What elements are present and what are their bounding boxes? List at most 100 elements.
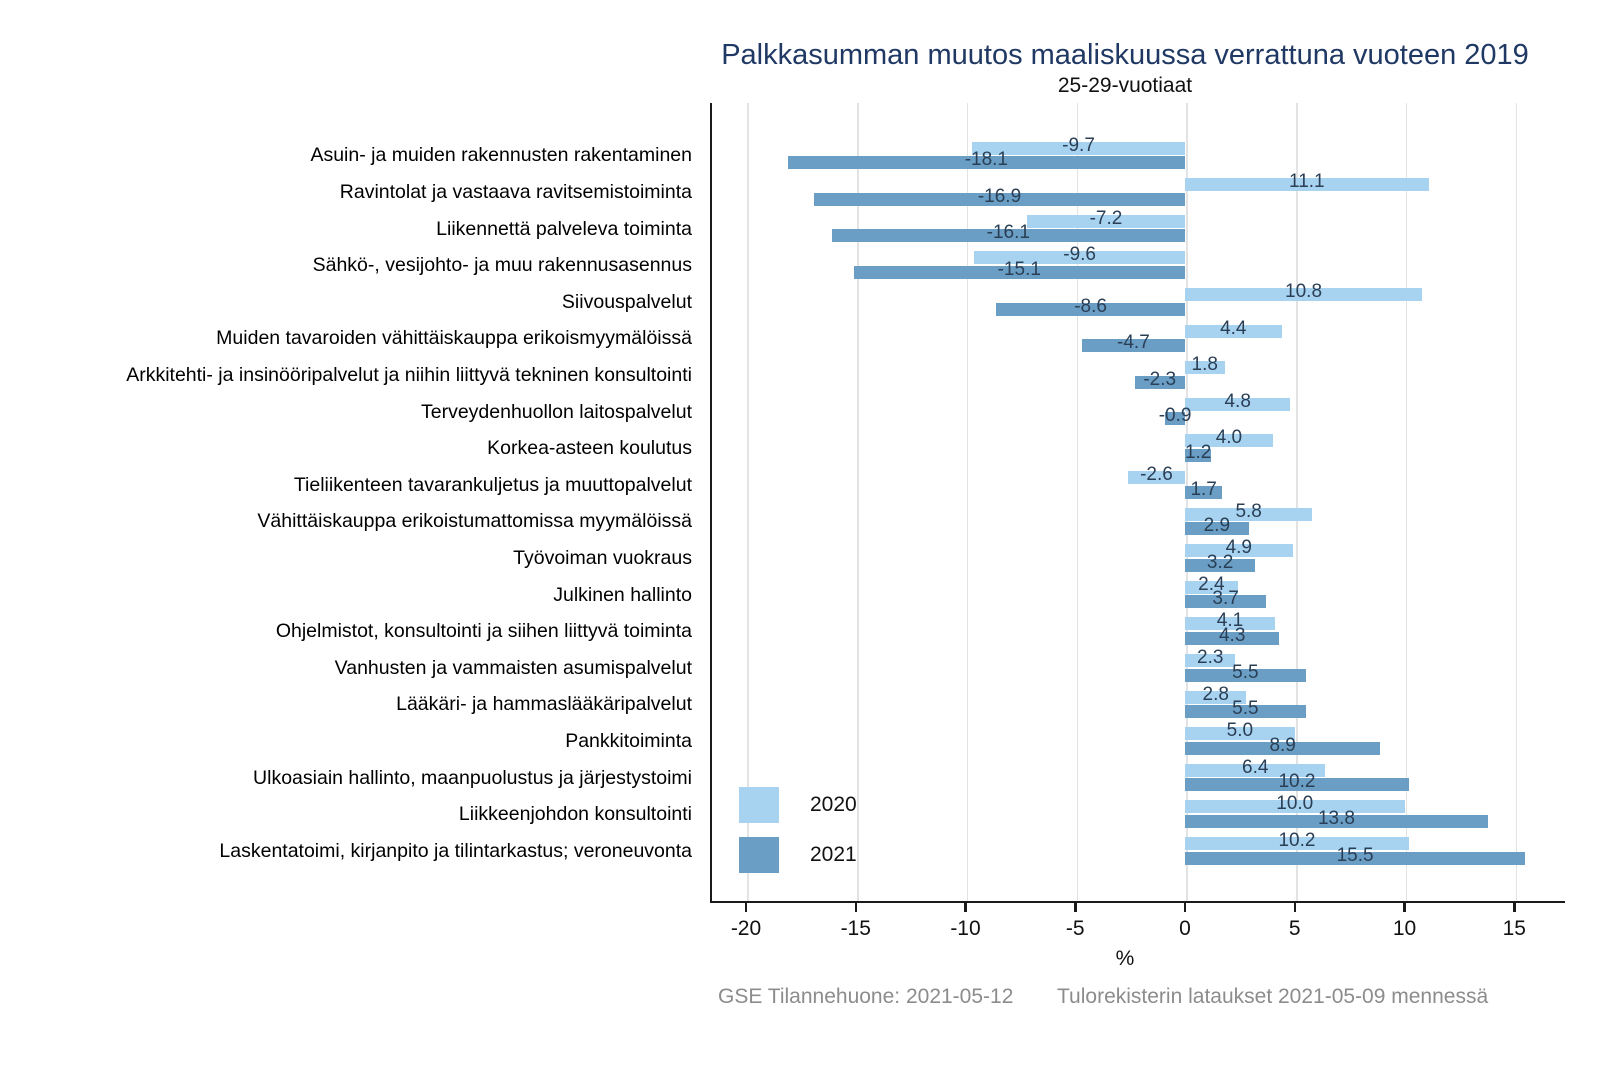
legend-swatch-2020 <box>739 787 779 823</box>
category-label: Sähkö-, vesijohto- ja muu rakennusasennu… <box>312 254 692 277</box>
category-label: Työvoiman vuokraus <box>513 547 692 569</box>
bar-2020 <box>1185 580 1238 594</box>
bar-value-label: 8.9 <box>1269 734 1296 756</box>
bar-value-label: 2.8 <box>1202 683 1229 705</box>
bar-2020 <box>1185 727 1295 741</box>
legend-label-2021: 2021 <box>810 843 857 866</box>
category-label: Korkea-asteen koulutus <box>487 437 692 460</box>
axis-tick-label: -15 <box>840 917 871 940</box>
bar-value-label: 10.2 <box>1278 771 1316 793</box>
axis-tick <box>1293 903 1296 912</box>
gridline <box>1186 103 1188 901</box>
bar-2020 <box>1185 690 1247 704</box>
bar-value-label: -9.7 <box>1062 134 1095 156</box>
bar-2021 <box>814 192 1185 206</box>
bar-2020 <box>974 251 1185 265</box>
bar-2020 <box>1185 836 1409 851</box>
bar-value-label: -16.1 <box>986 222 1030 244</box>
gridline <box>966 103 969 901</box>
category-label: Ulkoasiain hallinto, maanpuolustus ja jä… <box>253 766 692 789</box>
bar-2021 <box>1185 705 1306 719</box>
bar-value-label: 4.4 <box>1220 317 1247 339</box>
chart-title: Palkkasumman muutos maaliskuussa verratt… <box>721 39 1529 71</box>
category-label: Terveydenhuollon laitospalvelut <box>420 400 692 423</box>
bar-value-label: -2.3 <box>1143 368 1177 390</box>
bar-value-label: -0.9 <box>1158 405 1192 427</box>
category-label: Tieliikenteen tavarankuljetus ja muuttop… <box>293 473 692 496</box>
category-label: Arkkitehti- ja insinööripalvelut ja niih… <box>126 364 692 386</box>
bar-value-label: 5.5 <box>1232 698 1259 720</box>
bar-value-label: 10.2 <box>1278 830 1316 851</box>
bar-2020 <box>1026 214 1185 228</box>
bar-value-label: 3.2 <box>1206 551 1234 573</box>
axis-tick <box>854 903 857 912</box>
bar-value-label: 10.0 <box>1276 793 1314 815</box>
axis-tick <box>744 903 748 912</box>
category-label: Vähittäiskauppa erikoistumattomissa myym… <box>257 510 692 533</box>
bar-2021 <box>1185 522 1249 536</box>
bar-2021 <box>1134 375 1185 389</box>
bar-value-label: 4.9 <box>1225 537 1252 559</box>
bar-2020 <box>1185 617 1275 631</box>
axis-tick-label: 15 <box>1502 917 1526 940</box>
bar-value-label: 11.1 <box>1289 171 1325 193</box>
bar-value-label: 4.8 <box>1224 390 1251 412</box>
bar-value-label: 6.4 <box>1242 756 1269 778</box>
axis-tick-label: 0 <box>1179 917 1191 940</box>
bar-value-label: 5.5 <box>1232 661 1259 683</box>
bar-value-label: 1.7 <box>1190 478 1217 500</box>
gridline <box>1405 103 1408 901</box>
bar-value-label: 2.9 <box>1203 515 1231 537</box>
gridline <box>857 103 859 901</box>
bar-value-label: -7.2 <box>1089 207 1123 229</box>
bar-2020 <box>1185 287 1423 302</box>
category-label: Pankkitoiminta <box>565 730 692 752</box>
category-label: Asuin- ja muiden rakennusten rakentamine… <box>310 144 692 167</box>
bar-2021 <box>853 265 1185 280</box>
footer-source-right: Tulorekisterin lataukset 2021-05-09 menn… <box>1057 985 1489 1008</box>
axis-tick-label: -20 <box>730 917 762 940</box>
bar-value-label: 2.4 <box>1198 573 1225 595</box>
bar-value-label: 1.8 <box>1191 354 1218 376</box>
plot-area <box>710 103 1565 903</box>
bar-value-label: -4.7 <box>1117 332 1150 354</box>
axis-tick <box>964 903 967 912</box>
bar-value-label: 2.3 <box>1197 647 1224 668</box>
bar-2021 <box>1185 814 1488 829</box>
gridline <box>1076 103 1078 901</box>
bar-2021 <box>996 302 1185 316</box>
bar-value-label: 3.7 <box>1212 588 1239 610</box>
bar-2021 <box>831 229 1185 243</box>
bar-value-label: 5.0 <box>1226 720 1254 742</box>
bar-value-label: -9.6 <box>1063 244 1096 266</box>
bar-2020 <box>1127 470 1185 485</box>
category-label: Ravintolat ja vastaava ravitsemistoimint… <box>339 181 692 203</box>
bar-value-label: 13.8 <box>1317 808 1355 829</box>
bar-2020 <box>1185 800 1405 814</box>
category-label: Muiden tavaroiden vähittäiskauppa erikoi… <box>216 327 692 350</box>
bar-value-label: -8.6 <box>1074 295 1107 317</box>
bar-2020 <box>1185 324 1282 338</box>
bar-2020 <box>1185 397 1291 411</box>
category-label: Lääkäri- ja hammaslääkäripalvelut <box>396 693 692 716</box>
axis-tick <box>1074 903 1077 912</box>
bar-value-label: 10.8 <box>1285 281 1323 302</box>
footer-source-left: GSE Tilannehuone: 2021-05-12 <box>718 985 1014 1008</box>
bar-value-label: -16.9 <box>977 185 1022 207</box>
category-label: Ohjelmistot, konsultointi ja siihen liit… <box>275 620 692 643</box>
bar-value-label: 4.3 <box>1218 625 1246 646</box>
axis-tick <box>1403 903 1406 912</box>
axis-tick <box>1513 903 1516 912</box>
gridline <box>747 103 749 901</box>
chart-subtitle: 25-29-vuotiaat <box>1057 74 1193 97</box>
axis-tick-label: -10 <box>950 917 981 940</box>
bar-2020 <box>1185 178 1429 192</box>
bar-value-label: 4.1 <box>1216 610 1244 632</box>
bar-2021 <box>1185 448 1212 463</box>
axis-tick-label: -5 <box>1065 917 1085 940</box>
bar-value-label: 15.5 <box>1336 844 1374 866</box>
axis-tick <box>1183 903 1187 912</box>
bar-value-label: 4.0 <box>1215 427 1243 449</box>
bar-2021 <box>1185 741 1381 755</box>
bar-2020 <box>972 141 1185 155</box>
